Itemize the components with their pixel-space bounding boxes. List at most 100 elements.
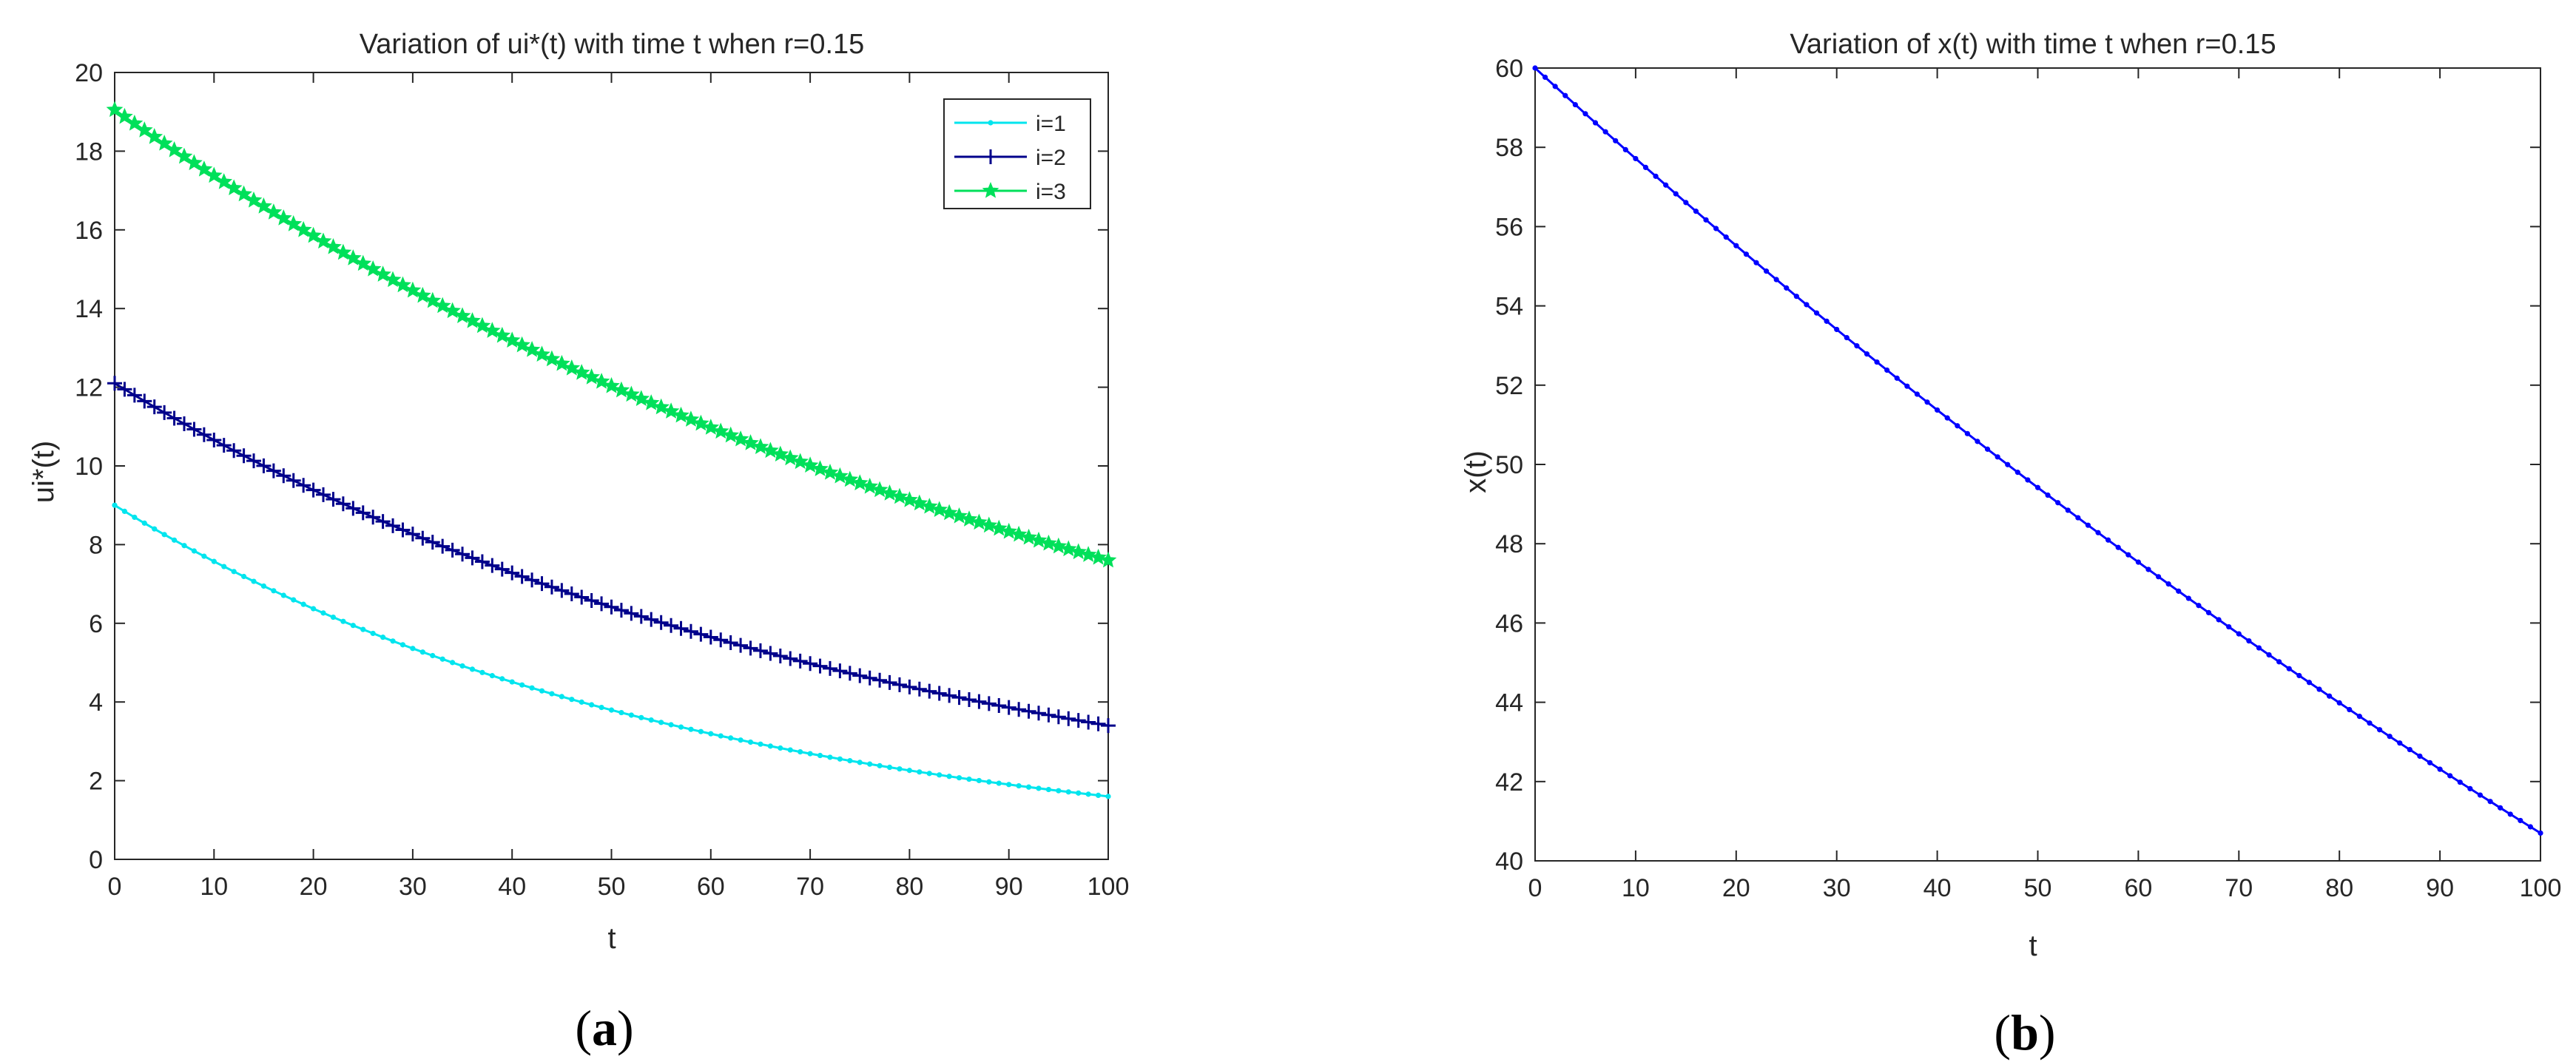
point-marker <box>186 154 203 171</box>
point-marker <box>493 326 511 343</box>
panel-label-a-close: ) <box>617 1000 634 1056</box>
x-tick-label: 0 <box>108 873 122 901</box>
point-marker <box>633 609 649 624</box>
point-marker <box>107 376 122 391</box>
point-marker <box>693 626 709 642</box>
point-marker <box>2376 727 2383 733</box>
point-marker <box>479 669 485 675</box>
point-marker <box>405 527 420 542</box>
point-marker <box>469 666 476 672</box>
point-marker <box>1633 155 1639 162</box>
point-marker <box>1025 784 1032 790</box>
point-marker <box>901 491 918 507</box>
point-marker <box>370 630 376 637</box>
point-marker <box>1804 302 1810 308</box>
point-marker <box>1813 310 1820 316</box>
panel-label-a: (a) <box>575 1000 633 1056</box>
point-marker <box>385 518 401 533</box>
point-marker <box>1964 430 1970 436</box>
point-marker <box>146 399 162 415</box>
point-marker <box>1975 439 1980 444</box>
axes-box-b <box>1534 67 2541 862</box>
x-tick-label: 40 <box>498 873 526 901</box>
point-marker <box>653 615 669 630</box>
point-marker <box>141 520 147 526</box>
series-i3 <box>106 101 1117 568</box>
plot-area-b: 0 10 20 30 40 50 60 70 80 90 100 40 42 44 46 48 50 52 54 56… <box>1495 55 2561 902</box>
point-marker <box>1784 285 1790 291</box>
point-marker <box>1753 260 1759 266</box>
point-marker <box>852 668 868 683</box>
point-marker <box>2216 617 2222 623</box>
point-marker <box>1613 138 1619 143</box>
point-marker <box>752 643 768 658</box>
x-tick-label: 70 <box>796 873 824 901</box>
point-marker <box>728 735 734 741</box>
point-marker <box>166 141 183 158</box>
point-marker <box>692 414 709 431</box>
point-marker <box>688 726 694 732</box>
y-tick-label: 60 <box>1495 55 1523 83</box>
chart-panel-b: Variation of x(t) with time t when r=0.1… <box>1460 29 2561 1061</box>
point-marker <box>891 487 908 504</box>
point-marker <box>708 731 714 737</box>
point-marker <box>235 185 252 202</box>
x-tick-label: 100 <box>1088 873 1130 901</box>
point-marker <box>608 707 615 713</box>
y-tick-label: 12 <box>75 374 103 402</box>
point-marker <box>569 697 575 703</box>
point-marker <box>375 514 391 530</box>
point-marker <box>752 438 769 454</box>
point-marker <box>1793 294 1799 300</box>
point-marker <box>2437 766 2443 772</box>
point-marker <box>812 460 829 476</box>
point-marker <box>2286 666 2292 672</box>
point-marker <box>1020 528 1037 545</box>
point-marker <box>330 614 337 620</box>
point-marker <box>1914 391 1921 397</box>
point-marker <box>1070 543 1088 560</box>
point-marker <box>946 774 952 779</box>
point-marker <box>1653 173 1659 179</box>
point-marker <box>2266 652 2272 658</box>
legend-item: i=2 <box>954 146 1066 170</box>
point-marker <box>886 764 893 771</box>
point-marker <box>1693 209 1699 214</box>
legend-label: i=3 <box>1036 180 1066 204</box>
point-marker <box>2065 507 2071 513</box>
y-tick-label: 40 <box>1495 848 1523 876</box>
x-tick-label: 50 <box>2024 874 2052 902</box>
point-marker <box>265 203 283 220</box>
y-tick-label: 46 <box>1495 609 1523 637</box>
y-tick-label: 54 <box>1495 293 1523 321</box>
point-marker <box>1010 525 1028 542</box>
legend: i=1 i=2 i=3 <box>943 98 1091 209</box>
point-marker <box>286 473 301 488</box>
point-marker <box>519 682 525 688</box>
point-marker <box>940 504 958 521</box>
point-marker <box>226 443 242 459</box>
point-marker <box>2125 552 2131 558</box>
y-tick-label: 52 <box>1495 372 1523 400</box>
point-marker <box>523 341 541 357</box>
point-marker <box>911 494 928 511</box>
point-marker <box>564 586 579 601</box>
point-marker <box>2487 799 2493 805</box>
point-marker <box>981 696 997 711</box>
point-marker <box>778 745 783 751</box>
point-marker <box>966 776 972 782</box>
point-marker <box>296 478 311 493</box>
y-tick-label: 8 <box>89 531 103 559</box>
point-marker <box>2427 760 2433 765</box>
point-marker <box>553 354 570 371</box>
point-marker <box>857 760 863 765</box>
point-marker <box>483 322 501 338</box>
point-marker <box>340 618 346 624</box>
point-marker <box>817 752 823 759</box>
point-marker <box>559 694 564 700</box>
series-i2 <box>107 376 1116 734</box>
point-marker <box>698 728 704 734</box>
legend-box <box>943 98 1091 209</box>
point-marker <box>2498 805 2503 811</box>
point-marker <box>350 623 356 629</box>
